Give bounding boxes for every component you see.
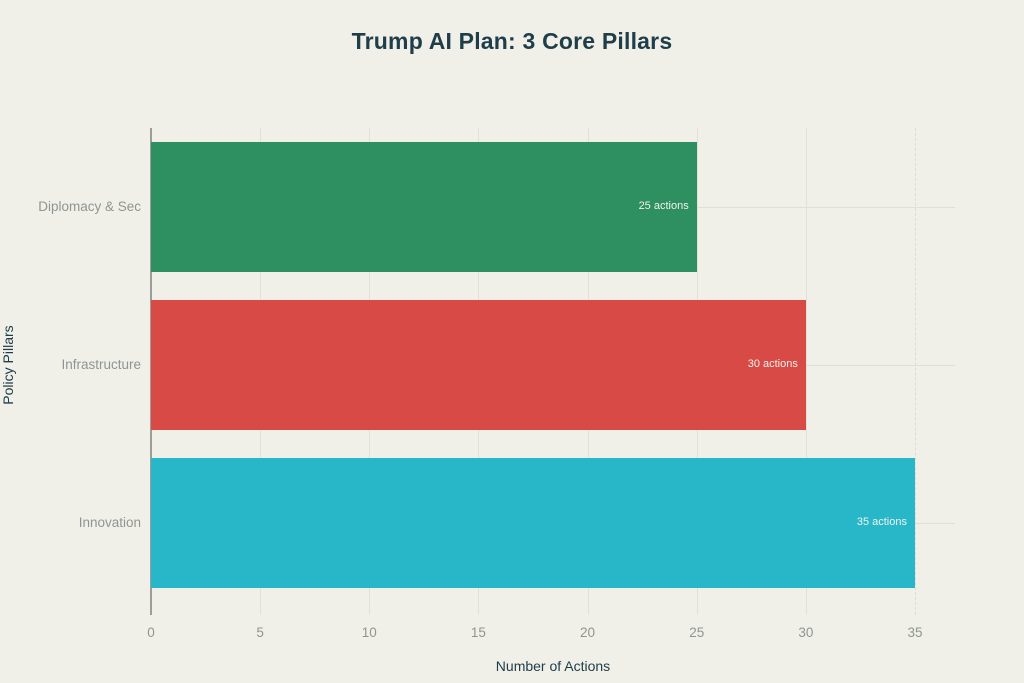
- x-tick-label: 10: [361, 625, 377, 640]
- x-tick-label: 35: [907, 625, 923, 640]
- bar-value-label: 30 actions: [747, 358, 798, 370]
- x-tick-label: 0: [147, 625, 155, 640]
- y-category-label: Infrastructure: [61, 357, 141, 372]
- bar-innovation: [151, 458, 915, 588]
- y-category-label: Diplomacy & Sec: [38, 199, 141, 214]
- x-axis-title: Number of Actions: [495, 658, 611, 674]
- x-gridline: [915, 128, 916, 615]
- x-tick-label: 5: [256, 625, 264, 640]
- x-gridline: [805, 128, 807, 615]
- plot-area: 25 actions 30 actions 35 actions: [150, 128, 963, 615]
- bar-value-label: 35 actions: [856, 516, 907, 528]
- bar-infrastructure: [151, 300, 806, 430]
- chart-title: Trump AI Plan: 3 Core Pillars: [351, 28, 673, 54]
- y-category-label: Innovation: [78, 515, 141, 530]
- bar-diplomacy-sec: [151, 142, 697, 272]
- x-tick-label: 30: [798, 625, 814, 640]
- bar-value-label: 25 actions: [638, 200, 689, 212]
- x-tick-label: 20: [580, 625, 596, 640]
- x-tick-label: 25: [689, 625, 705, 640]
- x-tick-label: 15: [470, 625, 486, 640]
